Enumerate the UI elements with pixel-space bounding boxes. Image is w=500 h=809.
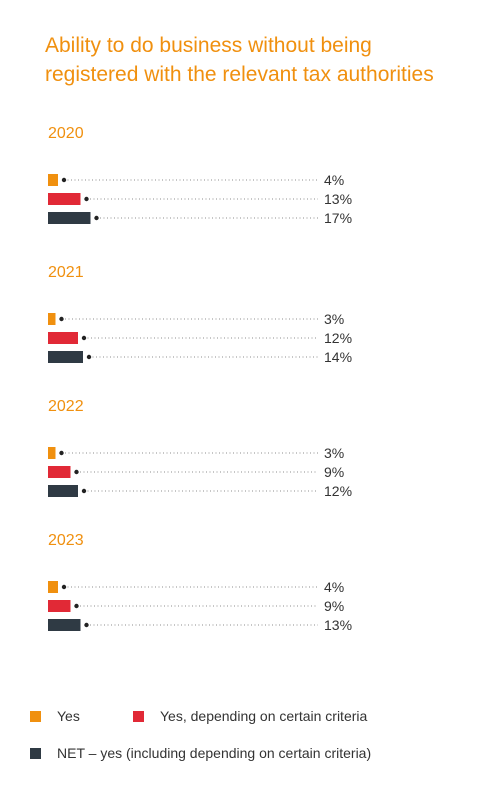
bar-end-dot: [74, 603, 79, 609]
value-label: 12%: [324, 483, 352, 499]
bar: [48, 447, 56, 459]
value-label: 9%: [324, 598, 344, 614]
bar: [48, 466, 71, 478]
legend-item-yes-criteria: Yes, depending on certain criteria: [133, 707, 367, 725]
bar: [48, 174, 58, 186]
bar-end-dot: [86, 354, 92, 360]
bar: [48, 332, 78, 344]
value-label: 13%: [324, 191, 352, 207]
value-label: 13%: [324, 617, 352, 633]
legend-item-net: NET – yes (including depending on certai…: [30, 744, 371, 762]
bar: [48, 212, 91, 224]
value-label: 12%: [324, 330, 352, 346]
value-label: 3%: [324, 445, 344, 461]
legend-item-yes: Yes: [30, 707, 80, 725]
legend-swatch-net: [30, 747, 41, 759]
value-label: 17%: [324, 210, 352, 226]
legend-label-net: NET – yes (including depending on certai…: [57, 745, 372, 761]
bar: [48, 485, 78, 497]
year-label: 2020: [48, 125, 84, 142]
bar-end-dot: [74, 469, 79, 475]
legend-swatch-yes: [30, 710, 41, 722]
value-label: 3%: [324, 311, 344, 327]
bar: [48, 313, 56, 325]
value-label: 9%: [324, 464, 344, 480]
bar: [48, 619, 81, 631]
bar-end-dot: [94, 215, 99, 221]
value-label: 14%: [324, 349, 352, 365]
legend-label-yes-criteria: Yes, depending on certain criteria: [160, 708, 368, 724]
chart-title: Ability to do business without being reg…: [45, 34, 434, 86]
bar: [48, 600, 71, 612]
legend-label-yes: Yes: [57, 708, 80, 724]
year-label: 2021: [48, 264, 84, 281]
legend-swatch-yes-criteria: [133, 710, 144, 722]
bar: [48, 193, 81, 205]
bar: [48, 351, 83, 363]
bar: [48, 581, 58, 593]
bar-end-dot: [84, 622, 89, 628]
year-label: 2022: [48, 398, 84, 415]
bar-end-dot: [59, 316, 64, 322]
bar-end-dot: [59, 450, 64, 456]
bar-end-dot: [84, 196, 89, 202]
bar-end-dot: [81, 488, 87, 494]
chart-plot: 2020 4% 13% 17% 2021 3% 12% 14% 2022 3% 9% 12% 2023 4…: [48, 125, 352, 633]
bar-end-dot: [61, 584, 67, 590]
year-label: 2023: [48, 532, 84, 549]
bar-end-dot: [61, 177, 67, 183]
value-label: 4%: [324, 579, 344, 595]
value-label: 4%: [324, 172, 344, 188]
bar-end-dot: [81, 335, 87, 341]
